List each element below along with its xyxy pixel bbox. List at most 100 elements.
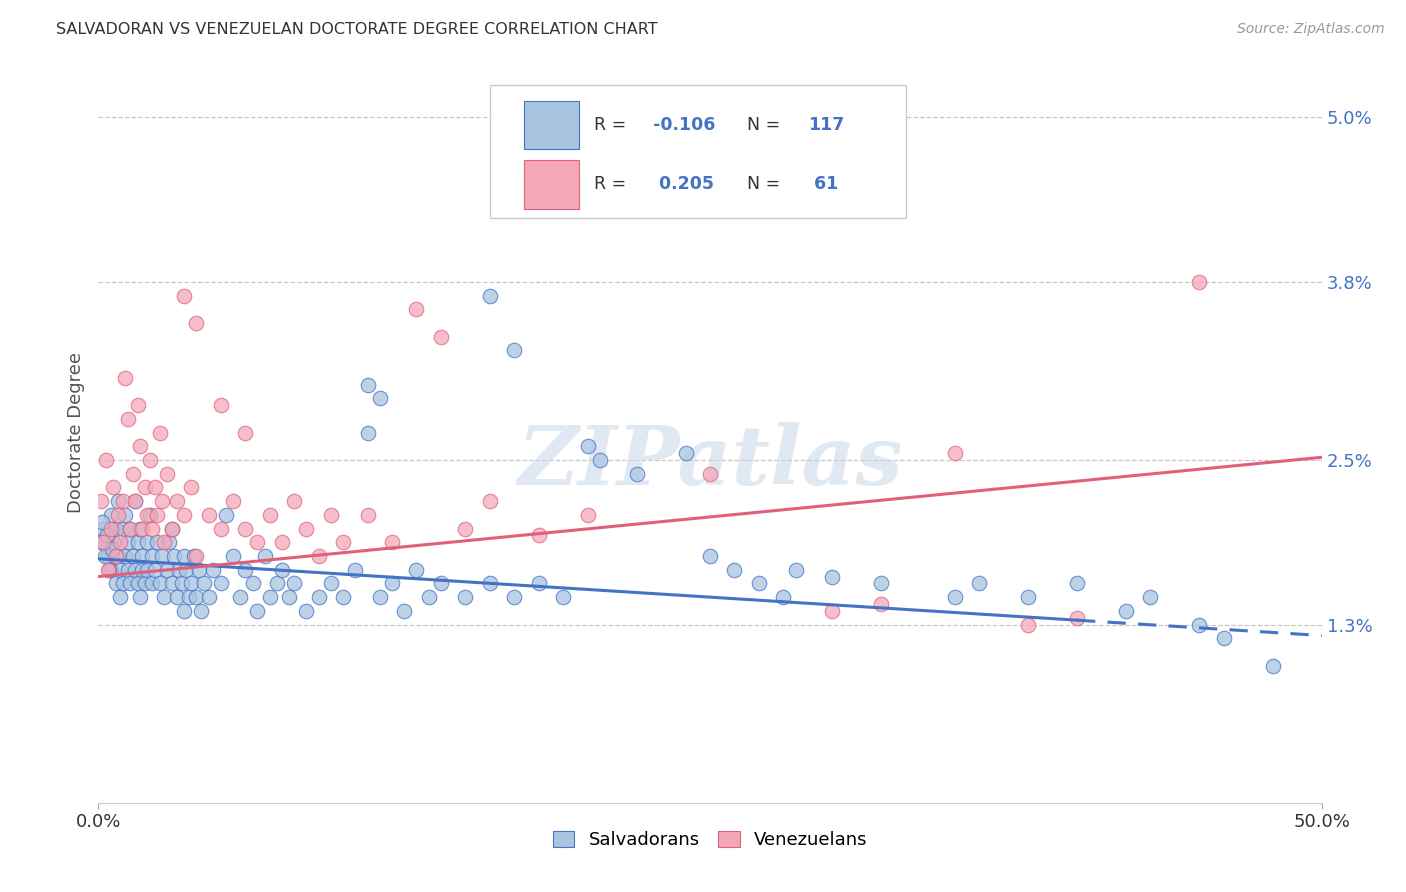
Point	[430, 576, 453, 591]
Point	[553, 590, 575, 604]
Point	[141, 522, 163, 536]
Point	[344, 563, 367, 577]
Text: Source: ZipAtlas.com: Source: ZipAtlas.com	[1237, 22, 1385, 37]
Point	[176, 563, 198, 577]
Point	[129, 522, 152, 536]
Point	[90, 535, 112, 549]
Point	[107, 494, 129, 508]
Point	[259, 508, 281, 522]
Point	[129, 439, 152, 453]
Point	[332, 535, 354, 549]
Point	[110, 535, 132, 549]
Point	[160, 576, 183, 591]
Point	[160, 522, 183, 536]
Point	[143, 563, 166, 577]
Point	[121, 467, 143, 481]
Point	[136, 535, 159, 549]
Text: SALVADORAN VS VENEZUELAN DOCTORATE DEGREE CORRELATION CHART: SALVADORAN VS VENEZUELAN DOCTORATE DEGRE…	[56, 22, 658, 37]
Point	[356, 508, 378, 522]
Point	[454, 522, 477, 536]
Point	[156, 467, 179, 481]
Point	[356, 377, 378, 392]
Point	[197, 590, 219, 604]
Point	[943, 446, 966, 460]
Point	[246, 535, 269, 549]
Point	[242, 576, 264, 591]
Point	[141, 549, 163, 563]
Point	[1139, 590, 1161, 604]
Point	[454, 590, 477, 604]
Point	[246, 604, 269, 618]
Point	[308, 549, 330, 563]
Point	[967, 576, 990, 591]
Point	[104, 576, 127, 591]
Point	[723, 563, 745, 577]
Point	[821, 569, 844, 583]
Point	[101, 542, 124, 557]
Point	[131, 522, 153, 536]
Point	[139, 453, 162, 467]
Point	[117, 535, 139, 549]
Point	[259, 590, 281, 604]
Point	[100, 563, 122, 577]
Point	[283, 576, 305, 591]
Point	[127, 398, 149, 412]
Point	[149, 576, 172, 591]
Point	[124, 494, 146, 508]
FancyBboxPatch shape	[524, 161, 579, 209]
Point	[136, 508, 159, 522]
Text: 61: 61	[808, 176, 838, 194]
Point	[117, 412, 139, 426]
Point	[131, 563, 153, 577]
Point	[90, 494, 112, 508]
Point	[96, 528, 118, 542]
Point	[91, 535, 114, 549]
Point	[222, 494, 245, 508]
Point	[270, 563, 294, 577]
Point	[186, 316, 208, 330]
Point	[170, 576, 193, 591]
Point	[143, 480, 166, 494]
Point	[166, 590, 188, 604]
Point	[120, 522, 142, 536]
Point	[150, 549, 173, 563]
Point	[190, 604, 212, 618]
Point	[381, 576, 404, 591]
Point	[93, 549, 115, 563]
Point	[111, 522, 134, 536]
Point	[222, 549, 245, 563]
Y-axis label: Doctorate Degree: Doctorate Degree	[66, 352, 84, 513]
Point	[101, 480, 124, 494]
Point	[308, 590, 330, 604]
Point	[180, 480, 202, 494]
Point	[478, 494, 501, 508]
Point	[503, 343, 526, 358]
Point	[1188, 275, 1211, 289]
Point	[870, 597, 893, 611]
Point	[131, 549, 153, 563]
Point	[1261, 658, 1284, 673]
Text: 117: 117	[808, 116, 844, 134]
Point	[173, 288, 195, 302]
Point	[120, 576, 142, 591]
Point	[356, 425, 378, 440]
Point	[748, 576, 770, 591]
Point	[146, 508, 169, 522]
Point	[626, 467, 648, 481]
Point	[1188, 617, 1211, 632]
Point	[146, 535, 169, 549]
Point	[91, 522, 114, 536]
Point	[295, 522, 318, 536]
Point	[183, 549, 205, 563]
Point	[111, 576, 134, 591]
Point	[576, 439, 599, 453]
Point	[1115, 604, 1137, 618]
Point	[173, 549, 195, 563]
Point	[1017, 617, 1039, 632]
Point	[100, 522, 122, 536]
Point	[120, 522, 142, 536]
Point	[405, 302, 427, 317]
Point	[173, 508, 195, 522]
Point	[266, 576, 288, 591]
Point	[114, 549, 136, 563]
